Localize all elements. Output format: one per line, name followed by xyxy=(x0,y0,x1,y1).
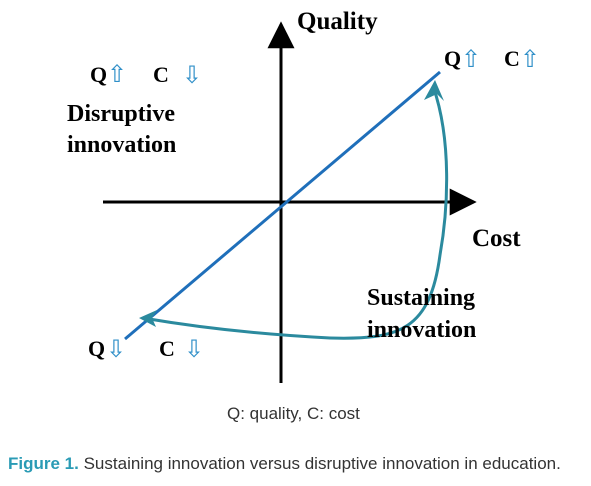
innovation-diagram: Quality Cost Q ⇧ C ⇩ Q ⇧ C ⇧ Q ⇩ C ⇩ Dis… xyxy=(67,8,540,423)
c-letter: C xyxy=(159,336,175,361)
up-arrow-icon: ⇧ xyxy=(520,45,540,73)
q-letter: Q xyxy=(88,336,105,361)
down-arrow-icon: ⇩ xyxy=(106,335,126,363)
sustaining-innovation-label-line2: innovation xyxy=(367,317,476,343)
quality-cost-diagonal xyxy=(124,70,441,341)
quadrant-top-right-marker: Q ⇧ C ⇧ xyxy=(444,45,540,73)
quadrant-bottom-left-marker: Q ⇩ C ⇩ xyxy=(88,335,204,363)
disruptive-innovation-label-line2: innovation xyxy=(67,132,176,158)
x-axis-label: Cost xyxy=(472,225,521,252)
up-arrow-icon: ⇧ xyxy=(461,45,481,73)
figure-caption: Figure 1. Sustaining innovation versus d… xyxy=(8,454,583,474)
legend-text: Q: quality, C: cost xyxy=(227,404,360,423)
down-arrow-icon: ⇩ xyxy=(184,335,204,363)
figure-label: Figure 1. xyxy=(8,454,79,473)
down-arrow-icon: ⇩ xyxy=(182,61,202,89)
sustaining-arrow-head-bottom xyxy=(139,310,157,327)
c-letter: C xyxy=(153,62,169,87)
figure-caption-text: Sustaining innovation versus disruptive … xyxy=(83,454,561,473)
sustaining-innovation-arrow xyxy=(142,85,449,340)
sustaining-arrow-head-top xyxy=(424,80,444,101)
quadrant-top-left-marker: Q ⇧ C ⇩ xyxy=(90,60,202,89)
disruptive-innovation-label-line1: Disruptive xyxy=(67,101,175,127)
y-axis-label: Quality xyxy=(297,8,378,35)
q-letter: Q xyxy=(90,62,107,87)
q-letter: Q xyxy=(444,46,461,71)
sustaining-innovation-label-line1: Sustaining xyxy=(367,285,475,311)
c-letter: C xyxy=(504,46,520,71)
up-arrow-icon: ⇧ xyxy=(107,60,127,88)
